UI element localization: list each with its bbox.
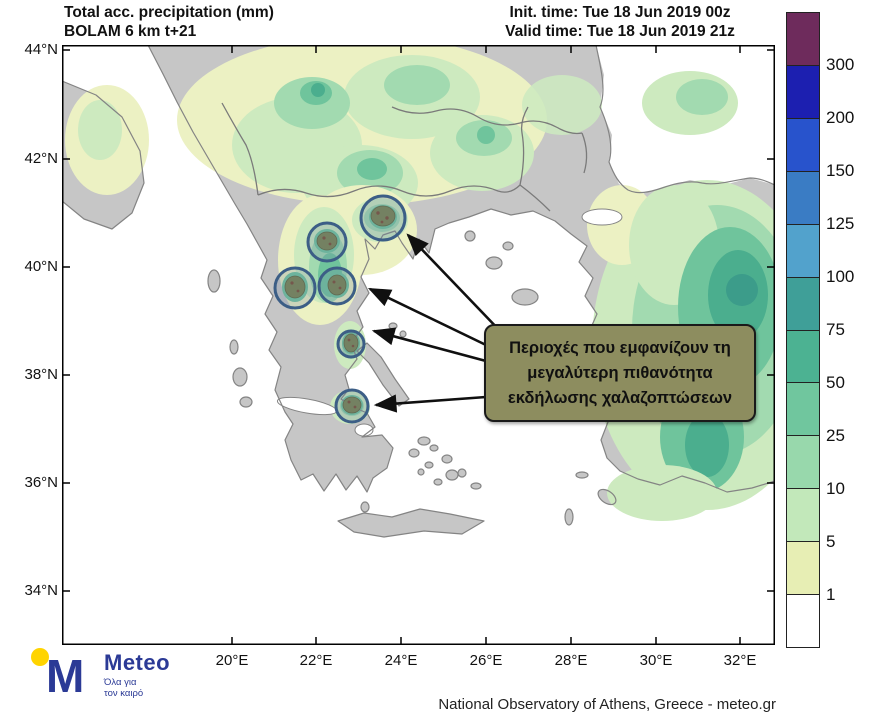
- logo-tagline-line-1: Όλα για: [104, 677, 137, 688]
- colorbar-label-25: 25: [826, 426, 845, 445]
- run-times: Init. time: Tue 18 Jun 2019 00z Valid ti…: [470, 3, 770, 42]
- colorbar-segment-50-75: [787, 330, 819, 384]
- country-borders: [221, 102, 588, 212]
- colorbar-segment-25-50: [787, 383, 819, 437]
- title-line-1: Total acc. precipitation (mm): [64, 4, 274, 21]
- credit-text: National Observatory of Athens, Greece -…: [438, 696, 776, 713]
- colorbar-segment-0-1: [787, 595, 819, 648]
- lat-label-34n: 34°N: [24, 582, 58, 599]
- valid-time: Valid time: Tue 18 Jun 2019 21z: [505, 23, 735, 41]
- title-line-2: BOLAM 6 km t+21: [64, 23, 197, 41]
- colorbar-label-100: 100: [826, 267, 855, 286]
- colorbar-segment-100-125: [787, 224, 819, 278]
- map-title: Total acc. precipitation (mm) BOLAM 6 km…: [64, 3, 274, 42]
- hail-circle-6: [334, 388, 370, 424]
- colorbar-segment-5-10: [787, 489, 819, 543]
- colorbar-label-200: 200: [826, 108, 855, 127]
- hail-circle-3: [273, 266, 317, 310]
- colorbar-label-1: 1: [826, 585, 836, 604]
- hail-circle-1: [359, 194, 407, 242]
- arrow-to-circle-5: [371, 327, 487, 363]
- init-time: Init. time: Tue 18 Jun 2019 00z: [509, 4, 731, 21]
- hail-risk-circles: [273, 194, 407, 424]
- map-canvas: [61, 35, 822, 645]
- lat-label-38n: 38°N: [24, 366, 58, 383]
- logo-tagline-line-2: τον καιρό: [104, 687, 144, 699]
- hail-circle-4: [317, 266, 357, 306]
- colorbar-label-75: 75: [826, 320, 845, 339]
- lon-label-26e: 26°E: [469, 652, 503, 669]
- annotation-line-3: εκδήλωσης χαλαζοπτώσεων: [507, 388, 733, 407]
- meteo-logo-mark: M: [31, 648, 84, 700]
- colorbar-label-300: 300: [826, 55, 855, 74]
- lat-label-40n: 40°N: [24, 258, 58, 275]
- annotation-line-1: Περιοχές που εμφανίζουν τη: [509, 339, 731, 357]
- colorbar-segment-200-300: [787, 65, 819, 119]
- meteo-logo: M Meteo Όλα για τον καιρό: [28, 642, 170, 706]
- colorbar-labels: 300 200 150 125 100 75 50 25 10 5 1: [826, 12, 874, 648]
- logo-brand: Meteo: [104, 650, 171, 675]
- colorbar-segment-300plus: [787, 13, 819, 66]
- colorbar-label-10: 10: [826, 479, 845, 498]
- colorbar-label-5: 5: [826, 532, 836, 551]
- lon-label-32e: 32°E: [723, 652, 757, 669]
- hail-circle-2: [306, 221, 348, 263]
- lon-label-22e: 22°E: [299, 652, 333, 669]
- logo-sun-icon: [31, 648, 49, 666]
- hail-circle-5: [336, 329, 366, 359]
- lat-label-36n: 36°N: [24, 474, 58, 491]
- colorbar-segment-1-5: [787, 542, 819, 596]
- colorbar-label-150: 150: [826, 161, 855, 180]
- colorbar-segment-150-200: [787, 118, 819, 172]
- colorbar-segment-125-150: [787, 171, 819, 225]
- arrow-to-circle-1: [406, 233, 503, 334]
- colorbar-label-50: 50: [826, 373, 845, 392]
- colorbar-segment-75-100: [787, 277, 819, 331]
- lon-label-30e: 30°E: [639, 652, 673, 669]
- logo-m-icon: M: [46, 650, 84, 700]
- colorbar-label-125: 125: [826, 214, 855, 233]
- colorbar-segment-10-25: [787, 436, 819, 490]
- lon-label-20e: 20°E: [215, 652, 249, 669]
- arrow-to-circle-4: [367, 287, 487, 347]
- lon-label-24e: 24°E: [384, 652, 418, 669]
- annotation-line-2: μεγαλύτερη πιθανότητα: [527, 363, 713, 382]
- hail-cores: [284, 205, 396, 414]
- map-frame: [62, 45, 775, 645]
- black-sea-coastline: [595, 44, 776, 194]
- precipitation-colorbar: [786, 12, 820, 648]
- lat-label-44n: 44°N: [24, 41, 58, 58]
- arrow-to-circle-6: [373, 394, 487, 413]
- sea-gulfs: [276, 208, 623, 437]
- annotation-arrows: [367, 233, 503, 413]
- logo-tagline: Όλα για τον καιρό: [104, 677, 170, 700]
- lat-label-42n: 42°N: [24, 150, 58, 167]
- lon-label-28e: 28°E: [554, 652, 588, 669]
- logo-text: Meteo Όλα για τον καιρό: [104, 642, 170, 700]
- hail-annotation-box: Περιοχές που εμφανίζουν τη μεγαλύτερη πι…: [484, 324, 756, 423]
- precipitation-map: [61, 35, 822, 645]
